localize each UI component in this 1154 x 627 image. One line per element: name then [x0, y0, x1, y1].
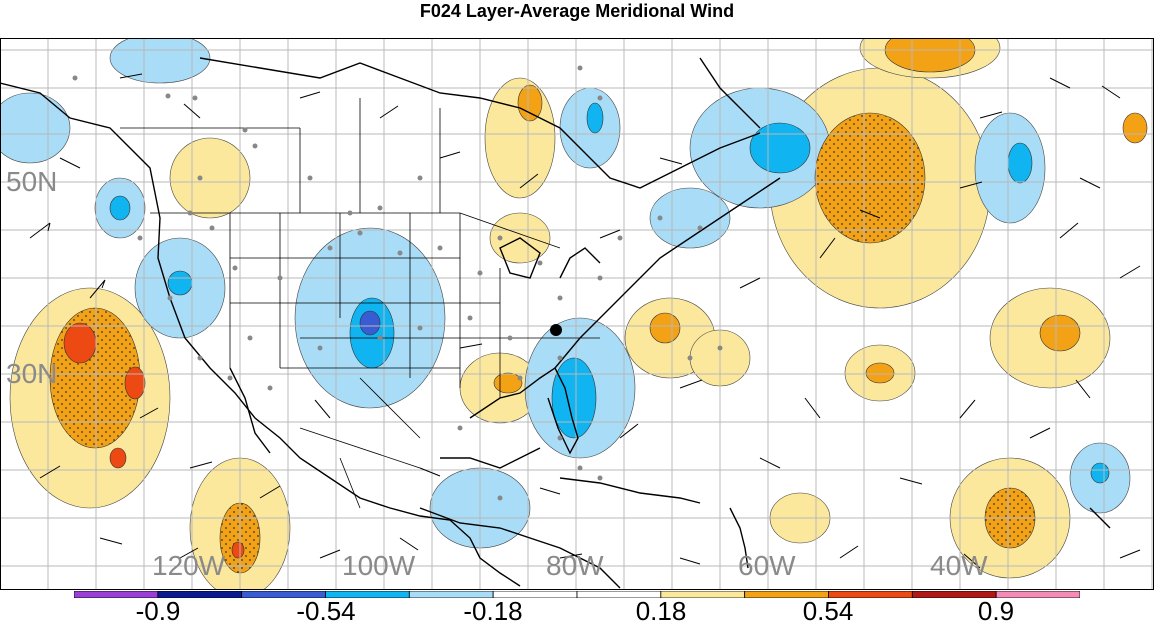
negative-strong-fill: [359, 310, 381, 336]
colorbar-label: 0.18: [635, 596, 687, 626]
station-dots: [72, 65, 723, 501]
lon-label-80w: 80W: [546, 550, 604, 581]
wind-barbs: [29, 73, 1141, 569]
lon-label-40w: 40W: [930, 550, 988, 581]
map-title: F024 Layer-Average Meridional Wind: [419, 1, 735, 21]
colorbar-label: 0.9: [977, 596, 1015, 626]
colorbar-label: -0.9: [135, 596, 181, 626]
lon-label-120w: 120W: [152, 550, 226, 581]
colorbar-label: -0.18: [463, 596, 523, 626]
lat-label-30n: 30N: [6, 358, 58, 389]
political-borders: [120, 98, 600, 509]
colorbar-label: -0.54: [296, 596, 356, 626]
map-panel: 50N 30N 120W 100W 80W 60W 40W: [0, 38, 1154, 590]
stipple-overlay: [50, 113, 1035, 573]
colorbar: [74, 591, 1080, 598]
lat-label-50n: 50N: [6, 166, 58, 197]
negative-moderate-fill: [109, 102, 1110, 484]
colorbar-label: 0.54: [802, 596, 854, 626]
lon-label-60w: 60W: [738, 550, 796, 581]
lon-label-100w: 100W: [342, 550, 416, 581]
coastline: [0, 57, 1111, 589]
meridional-wind-map: [0, 38, 1154, 590]
positive-strong-fill: [63, 322, 245, 559]
location-marker: [550, 324, 562, 336]
lat-lon-grid: [0, 38, 1154, 590]
